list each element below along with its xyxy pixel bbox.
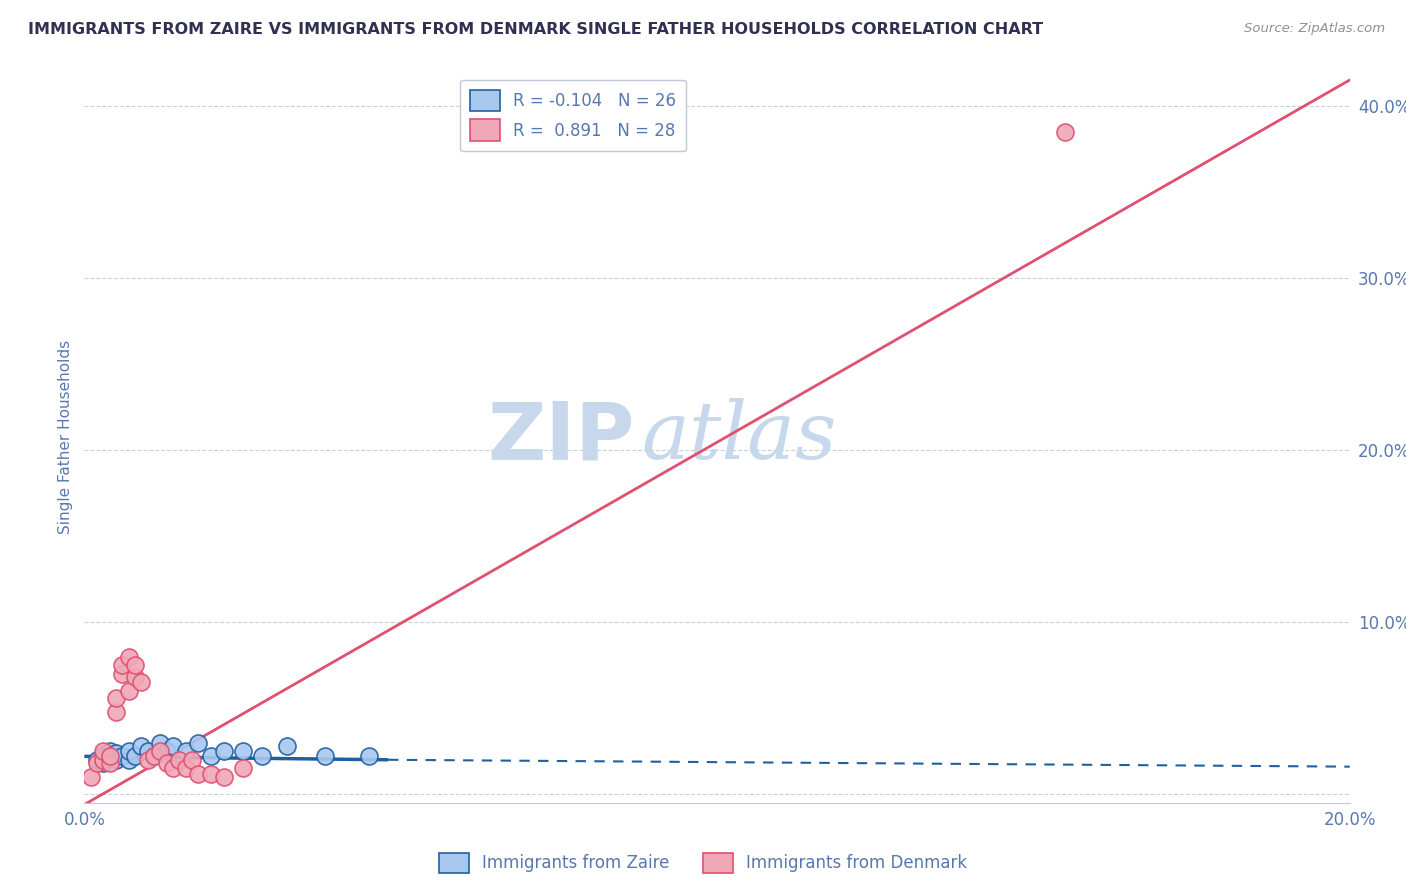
Point (162, 761, 184, 775)
Point (162, 739, 184, 753)
Point (93, 747, 115, 762)
Point (111, 666, 134, 681)
Point (200, 749, 222, 764)
Point (314, 749, 336, 764)
Point (357, 749, 380, 764)
Point (187, 735, 209, 749)
Point (98, 744, 121, 758)
Point (93, 753, 115, 767)
Point (124, 749, 146, 764)
Point (118, 753, 141, 767)
Legend: R = -0.104   N = 26, R =  0.891   N = 28: R = -0.104 N = 26, R = 0.891 N = 28 (460, 79, 686, 151)
Point (118, 744, 141, 758)
Point (149, 744, 172, 758)
Point (180, 753, 204, 767)
Point (155, 756, 177, 771)
Point (111, 658, 134, 673)
Point (124, 670, 146, 684)
Point (169, 753, 191, 767)
Point (149, 735, 172, 749)
Point (143, 749, 166, 764)
Y-axis label: Single Father Households: Single Father Households (58, 340, 73, 534)
Point (212, 770, 235, 784)
Point (124, 658, 146, 673)
Text: Source: ZipAtlas.com: Source: ZipAtlas.com (1244, 22, 1385, 36)
Point (136, 744, 159, 758)
Point (187, 766, 209, 780)
Point (129, 675, 153, 690)
Point (86, 756, 108, 771)
Point (98, 749, 121, 764)
Point (105, 705, 127, 719)
Text: ZIP: ZIP (488, 398, 636, 476)
Point (105, 746, 127, 760)
Point (105, 690, 127, 705)
Point (118, 684, 141, 698)
Point (129, 739, 153, 753)
Point (174, 761, 197, 775)
Point (93, 756, 115, 771)
Point (231, 761, 254, 775)
Point (143, 749, 166, 764)
Point (136, 753, 159, 767)
Point (231, 744, 254, 758)
Point (98, 751, 121, 765)
Point (276, 739, 298, 753)
Point (105, 753, 127, 767)
Point (118, 649, 141, 664)
Point (79, 770, 103, 784)
Point (86, 753, 108, 767)
Legend: Immigrants from Zaire, Immigrants from Denmark: Immigrants from Zaire, Immigrants from D… (432, 847, 974, 880)
Point (155, 744, 177, 758)
Point (212, 744, 235, 758)
Point (200, 766, 222, 780)
Point (93, 744, 115, 758)
Text: atlas: atlas (641, 399, 837, 475)
Point (1054, 125, 1077, 139)
Point (111, 749, 134, 764)
Point (98, 756, 121, 771)
Point (250, 749, 273, 764)
Text: IMMIGRANTS FROM ZAIRE VS IMMIGRANTS FROM DENMARK SINGLE FATHER HOUSEHOLDS CORREL: IMMIGRANTS FROM ZAIRE VS IMMIGRANTS FROM… (28, 22, 1043, 37)
Point (174, 744, 197, 758)
